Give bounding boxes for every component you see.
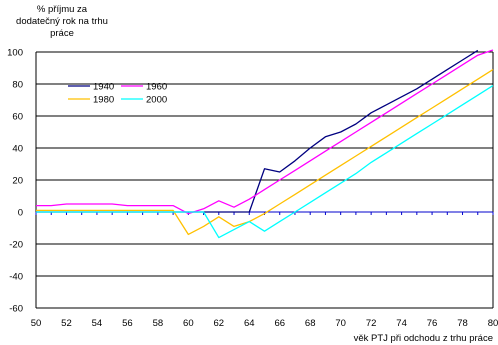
y-axis-title-line: % příjmu za xyxy=(37,4,88,15)
series-lines xyxy=(36,49,494,239)
x-tick-labels: 50 52 54 56 58 60 62 64 66 68 70 72 74 76 78 80 xyxy=(31,318,498,329)
series-line-1980 xyxy=(36,69,494,236)
x-tick-label: 78 xyxy=(457,318,468,329)
x-tick-label: 54 xyxy=(92,318,103,329)
y-tick-label: 0 xyxy=(18,208,23,219)
x-tick-label: 68 xyxy=(305,318,316,329)
x-tick-label: 50 xyxy=(31,318,42,329)
y-tick-label: 100 xyxy=(7,48,23,59)
plot-area xyxy=(35,52,494,308)
series-line-2000 xyxy=(36,85,494,239)
x-tick-label: 66 xyxy=(274,318,285,329)
series-line-1940 xyxy=(36,49,479,213)
y-tick-label: 40 xyxy=(12,144,23,155)
y-axis-title-line: práce xyxy=(50,28,74,39)
y-tick-labels: -60 -40 -20 0 20 40 60 80 100 xyxy=(7,48,23,315)
legend-label: 1980 xyxy=(93,95,114,106)
legend-label: 1960 xyxy=(146,82,167,93)
x-tick-label: 58 xyxy=(153,318,164,329)
gridlines xyxy=(36,51,493,309)
y-tick-label: -60 xyxy=(9,304,23,315)
x-tick-label: 76 xyxy=(427,318,438,329)
y-tick-label: 20 xyxy=(12,176,23,187)
x-tick-label: 56 xyxy=(122,318,133,329)
x-tick-label: 62 xyxy=(214,318,225,329)
x-tick-label: 52 xyxy=(61,318,72,329)
x-tick-label: 80 xyxy=(488,318,498,329)
series-line-1960 xyxy=(36,49,494,215)
y-tick-label: -40 xyxy=(9,272,23,283)
y-axis-title-line: dodatečný rok na trhu xyxy=(16,16,108,27)
x-tick-label: 64 xyxy=(244,318,255,329)
y-tick-label: -20 xyxy=(9,240,23,251)
x-axis-title: věk PTJ při odchodu z trhu práce xyxy=(354,333,493,344)
x-tick-label: 74 xyxy=(396,318,407,329)
x-tick-label: 60 xyxy=(183,318,194,329)
legend-label: 1940 xyxy=(93,82,114,93)
y-tick-label: 60 xyxy=(12,112,23,123)
legend-label: 2000 xyxy=(146,95,167,106)
y-tick-label: 80 xyxy=(12,80,23,91)
legend: 1940 1960 1980 2000 xyxy=(68,82,167,106)
x-tick-label: 70 xyxy=(335,318,346,329)
x-tick-label: 72 xyxy=(366,318,377,329)
